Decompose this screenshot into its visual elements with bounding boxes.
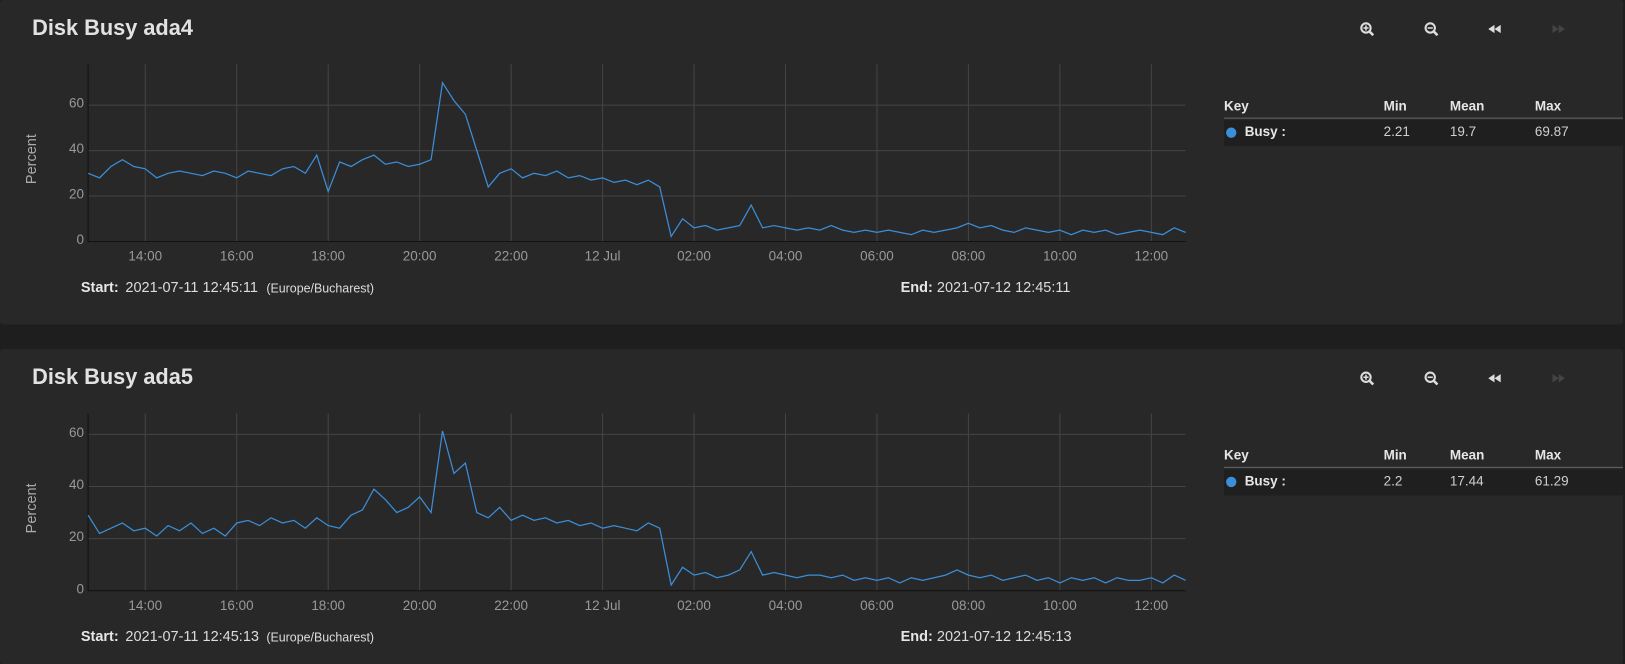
x-tick-label: 16:00 [220,598,254,613]
end-label: End: [901,629,933,645]
x-tick-label: 14:00 [128,249,162,264]
legend-header: Key [1224,448,1249,463]
x-tick-label: 12:00 [1134,249,1168,264]
data-line [87,80,1186,239]
x-tick-label: 16:00 [220,249,254,264]
start-time: 2021-07-11 12:45:11 [125,280,258,296]
x-tick-label: 18:00 [311,598,345,613]
legend-max: 61.29 [1535,473,1569,488]
zoom-in-button[interactable] [1360,371,1375,386]
legend-row [1223,469,1624,496]
y-tick-label: 20 [69,187,84,202]
x-tick-label: 12:00 [1134,598,1168,613]
legend-name: Busy : [1245,124,1286,139]
y-tick-label: 0 [76,581,84,596]
zoom-in-button[interactable] [1360,22,1375,37]
y-tick-label: 40 [69,141,84,156]
legend-header: Mean [1450,448,1484,463]
data-line [87,430,1186,587]
legend-row [1223,120,1624,147]
x-tick-label: 10:00 [1043,249,1077,264]
timezone: (Europe/Bucharest) [266,281,374,295]
x-tick-label: 08:00 [952,598,986,613]
legend-name: Busy : [1245,473,1286,488]
legend-header: Mean [1450,98,1484,113]
x-tick-label: 12 Jul [585,598,621,613]
x-tick-label: 20:00 [403,249,437,264]
start-label: Start: [81,280,119,296]
end-label: End: [901,280,933,296]
legend-swatch [1226,127,1237,138]
start-time: 2021-07-11 12:45:13 [125,629,259,645]
x-tick-label: 14:00 [128,598,162,613]
y-axis-label: Percent [24,483,40,533]
legend-mean: 19.7 [1450,124,1476,139]
x-tick-label: 10:00 [1043,598,1077,613]
zoom-out-button[interactable] [1424,22,1439,37]
end-time: 2021-07-12 12:45:11 [937,280,1071,296]
start-label: Start: [81,629,119,645]
chart: Disk Busy ada5 Percent 0 20 40 60 14:00 16:00 18… [24,364,1624,645]
end-time: 2021-07-12 12:45:13 [937,629,1072,645]
card [0,0,1624,325]
zoom-out-button[interactable] [1424,371,1439,386]
y-tick-label: 60 [69,96,84,111]
x-tick-label: 22:00 [494,249,528,264]
legend-mean: 17.44 [1450,473,1484,488]
y-axis-label: Percent [24,134,40,184]
card [0,349,1624,664]
x-tick-label: 22:00 [494,598,528,613]
legend-max: 69.87 [1535,124,1569,139]
y-tick-label: 60 [69,425,84,440]
x-tick-label: 06:00 [860,249,894,264]
legend-header: Min [1384,98,1407,113]
chart-title: Disk Busy ada5 [32,364,193,389]
x-tick-label: 04:00 [769,249,803,264]
x-tick-label: 02:00 [677,598,711,613]
x-tick-label: 20:00 [403,598,437,613]
chart-title: Disk Busy ada4 [32,15,193,40]
legend-header: Max [1535,98,1562,113]
y-tick-label: 40 [69,477,84,492]
y-tick-label: 20 [69,529,84,544]
legend-header: Key [1224,98,1249,113]
x-tick-label: 06:00 [860,598,894,613]
legend-header: Max [1535,448,1562,463]
x-tick-label: 12 Jul [585,249,621,264]
legend-header: Min [1384,448,1407,463]
x-tick-label: 02:00 [677,249,711,264]
legend-min: 2.21 [1384,124,1410,139]
x-tick-label: 18:00 [311,249,345,264]
x-tick-label: 08:00 [952,249,986,264]
x-tick-label: 04:00 [769,598,803,613]
forward-button[interactable] [1552,374,1565,383]
timezone: (Europe/Bucharest) [266,631,374,645]
y-tick-label: 0 [76,232,84,247]
chart: Disk Busy ada4 Percent 0 20 40 60 14:00 16:00 18… [24,15,1624,296]
legend-swatch [1226,476,1237,488]
legend-min: 2.2 [1384,473,1403,488]
toolbar [1360,371,1565,386]
forward-button[interactable] [1552,24,1565,34]
